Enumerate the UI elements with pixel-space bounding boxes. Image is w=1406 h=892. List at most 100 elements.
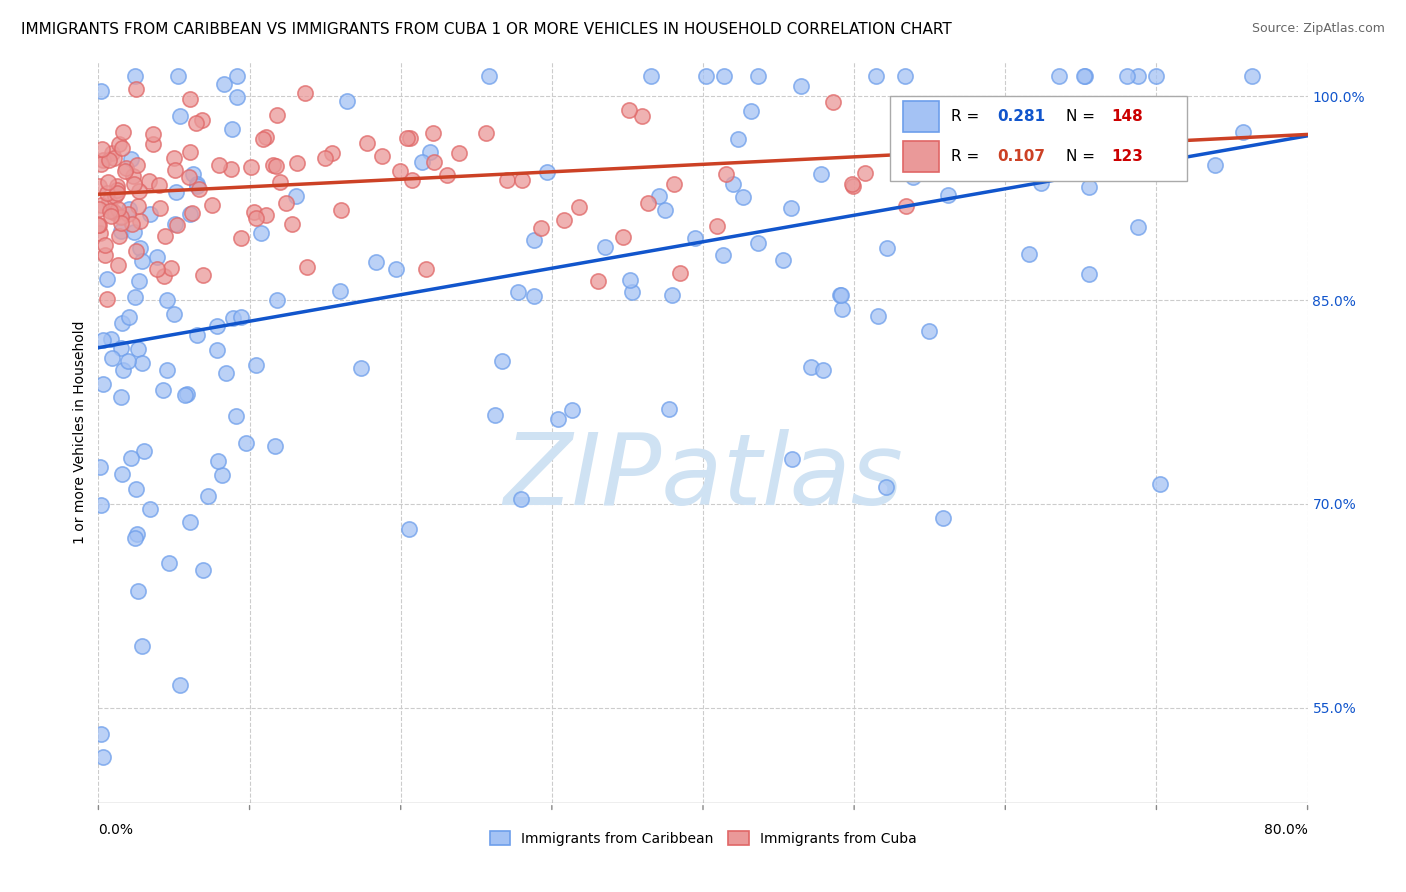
Point <box>215 366 238 380</box>
Point <box>285 156 308 170</box>
Point <box>830 287 852 301</box>
Point <box>987 127 1010 141</box>
Point <box>235 435 257 450</box>
Point <box>125 482 148 496</box>
Point <box>173 388 195 402</box>
Point <box>436 168 458 182</box>
Point <box>110 141 132 155</box>
Point <box>329 203 352 218</box>
Point <box>619 273 641 287</box>
Point <box>91 377 114 392</box>
Point <box>156 293 179 308</box>
Point <box>1240 69 1263 83</box>
Point <box>398 522 420 536</box>
Point <box>91 153 114 168</box>
Point <box>510 172 533 186</box>
Point <box>191 563 214 577</box>
Point <box>912 155 935 169</box>
Point <box>918 325 941 339</box>
Point <box>841 178 863 192</box>
Point <box>105 182 128 196</box>
Point <box>415 261 437 276</box>
Point <box>98 194 121 208</box>
Point <box>117 354 139 368</box>
Point <box>127 527 149 541</box>
Point <box>894 199 917 213</box>
Point <box>789 79 811 94</box>
Point <box>510 492 533 507</box>
Point <box>683 230 706 244</box>
Point <box>727 132 749 146</box>
Point <box>828 287 851 301</box>
Point <box>105 186 128 200</box>
Point <box>110 216 132 230</box>
Point <box>389 164 412 178</box>
Point <box>128 213 150 227</box>
Point <box>893 69 915 83</box>
Point <box>245 358 267 372</box>
Point <box>1074 69 1097 83</box>
Point <box>1149 477 1171 491</box>
Point <box>190 112 212 127</box>
Point <box>179 207 201 221</box>
Point <box>90 157 112 171</box>
Point <box>508 285 530 299</box>
Point <box>120 152 142 166</box>
Point <box>1126 69 1149 83</box>
Point <box>654 202 676 217</box>
Point <box>1204 158 1226 172</box>
Point <box>411 155 433 169</box>
Point <box>294 86 316 100</box>
Point <box>193 268 215 283</box>
Point <box>266 108 288 122</box>
Point <box>1078 179 1101 194</box>
Point <box>148 178 170 192</box>
Point <box>1018 247 1040 261</box>
Text: N =: N = <box>1066 149 1099 164</box>
Point <box>523 233 546 247</box>
Point <box>131 639 153 653</box>
Point <box>823 95 845 109</box>
Point <box>186 179 208 194</box>
Point <box>115 161 138 175</box>
Point <box>211 467 233 482</box>
Point <box>1078 267 1101 281</box>
Point <box>125 244 148 259</box>
Point <box>107 202 129 216</box>
Point <box>165 186 187 200</box>
Point <box>868 309 890 323</box>
Text: R =: R = <box>950 109 984 124</box>
Point <box>127 583 149 598</box>
Point <box>169 109 191 123</box>
Point <box>853 165 876 179</box>
Point <box>101 351 124 366</box>
Point <box>536 165 558 179</box>
Point <box>104 206 127 220</box>
Point <box>631 109 654 123</box>
Point <box>110 390 132 404</box>
Point <box>131 356 153 370</box>
Point <box>111 362 134 376</box>
Point <box>122 225 145 239</box>
Point <box>350 360 373 375</box>
Point <box>184 115 207 129</box>
Point <box>205 343 228 358</box>
Point <box>96 186 118 201</box>
Point <box>157 556 180 570</box>
Point <box>108 137 131 152</box>
Point <box>713 69 735 83</box>
Point <box>800 360 823 375</box>
Point <box>205 319 228 334</box>
Point <box>772 252 794 267</box>
Point <box>901 170 924 185</box>
Point <box>97 175 120 189</box>
Point <box>120 450 142 465</box>
Point <box>637 196 659 211</box>
Point <box>1047 69 1070 83</box>
Point <box>285 189 308 203</box>
Point <box>932 511 955 525</box>
Point <box>122 169 145 184</box>
Point <box>128 274 150 288</box>
Point <box>619 103 641 117</box>
Point <box>561 402 583 417</box>
